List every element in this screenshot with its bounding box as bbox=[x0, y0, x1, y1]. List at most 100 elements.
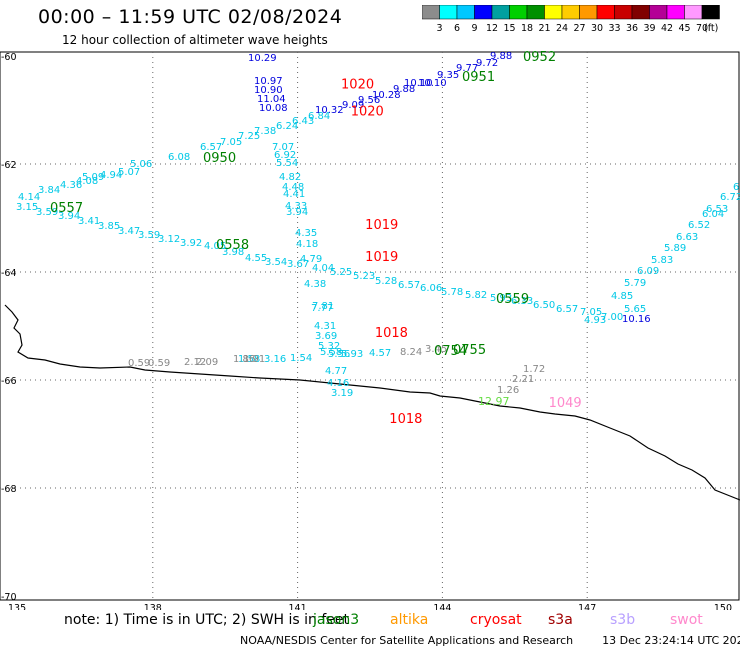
swh-value: 5.09 bbox=[82, 172, 104, 183]
swh-value: 6.24 bbox=[276, 121, 298, 132]
swh-value: 10.16 bbox=[622, 314, 651, 325]
swh-value: 6.57 bbox=[200, 142, 222, 153]
color-scale-label: 12 bbox=[486, 23, 498, 34]
satellite-altika: altika bbox=[390, 612, 429, 628]
swh-value: 10.10 bbox=[418, 78, 447, 89]
swh-value: 4.79 bbox=[300, 254, 322, 265]
credit-line: NOAA/NESDIS Center for Satellite Applica… bbox=[240, 634, 740, 647]
color-scale-label: 18 bbox=[521, 23, 533, 34]
pass-time-green: 0755 bbox=[453, 343, 486, 358]
swh-value: 5.54 bbox=[276, 158, 298, 169]
swh-value: 11.04 bbox=[257, 94, 286, 105]
swh-value: 4.33 bbox=[285, 201, 307, 212]
page-subtitle: 12 hour collection of altimeter wave hei… bbox=[62, 33, 328, 47]
swh-value: 6.63 bbox=[676, 232, 698, 243]
swh-value: 3.69 bbox=[315, 331, 337, 342]
swh-value: 9.88 bbox=[490, 51, 512, 62]
swh-value: 2.09 bbox=[196, 357, 218, 368]
swh-value: 4.55 bbox=[245, 253, 267, 264]
antarctic-coastline bbox=[4, 304, 740, 501]
color-scale-label: 21 bbox=[538, 23, 550, 34]
swh-value: 1.26 bbox=[497, 385, 519, 396]
footer-note: note: 1) Time is in UTC; 2) SWH is in fe… bbox=[64, 612, 350, 628]
swh-value: 4.04 bbox=[312, 263, 334, 274]
swh-value: 3.47 bbox=[118, 226, 140, 237]
swh-value: 7.07 bbox=[272, 142, 294, 153]
pass-time-green: 0558 bbox=[216, 238, 249, 253]
longitude-label: 147 bbox=[578, 603, 596, 610]
swh-value: 12.97 bbox=[478, 395, 510, 408]
swh-value: 4.41 bbox=[283, 189, 305, 200]
swh-value: 6.33 bbox=[511, 296, 533, 307]
swh-value: 6.57 bbox=[398, 280, 420, 291]
swh-value: 4.38 bbox=[304, 279, 326, 290]
swh-value: 7.00 bbox=[601, 312, 623, 323]
color-scale-label: 39 bbox=[643, 23, 655, 34]
swh-value: 6.50 bbox=[533, 300, 555, 311]
generated-timestamp: 13 Dec 23:24:14 UTC 2024 bbox=[602, 634, 740, 647]
swh-value: 10.08 bbox=[259, 103, 288, 114]
longitude-label: 144 bbox=[433, 603, 451, 610]
swh-value: 1.54 bbox=[290, 353, 312, 364]
swh-value: 4.14 bbox=[18, 192, 40, 203]
swh-value: 4.57 bbox=[369, 348, 391, 359]
swh-value: 7.77 bbox=[311, 303, 333, 314]
swh-value: 4.93 bbox=[584, 315, 606, 326]
pass-time-pass-1020: 1020 bbox=[351, 104, 384, 119]
swh-value: 3.85 bbox=[98, 221, 120, 232]
swh-value: 1.72 bbox=[523, 364, 545, 375]
latitude-label: -64 bbox=[1, 268, 17, 279]
swh-value: 4.36 bbox=[60, 180, 82, 191]
swh-value: 4.48 bbox=[282, 182, 304, 193]
color-scale-label: 42 bbox=[661, 23, 673, 34]
swh-value: 9.56 bbox=[358, 95, 380, 106]
pass-time-pass-1049: 1049 bbox=[549, 396, 582, 411]
latitude-label: -62 bbox=[1, 160, 17, 171]
swh-value: 10.32 bbox=[315, 105, 344, 116]
pass-time-pass-1018: 1018 bbox=[389, 412, 422, 427]
swh-value: 6.92 bbox=[274, 150, 296, 161]
swh-value: 6.52 bbox=[688, 220, 710, 231]
swh-value: 5.93 bbox=[490, 293, 512, 304]
satellite-s3b: s3b bbox=[610, 612, 636, 628]
swh-value: 10.28 bbox=[372, 90, 401, 101]
color-scale-unit: (ft) bbox=[704, 23, 718, 34]
satellite-cryosat: cryosat bbox=[470, 612, 522, 628]
pass-time-pass-1019: 1019 bbox=[365, 218, 398, 233]
pass-time-pass-1019: 1019 bbox=[365, 250, 398, 265]
swh-value: 10.29 bbox=[248, 53, 277, 64]
swh-value: 6.06 bbox=[420, 283, 442, 294]
swh-value: 3.19 bbox=[331, 388, 353, 399]
swh-value: 2.21 bbox=[512, 374, 534, 385]
swh-value: 8.24 bbox=[400, 347, 422, 358]
swh-value: 3.59 bbox=[36, 207, 58, 218]
swh-value: 3.59 bbox=[138, 230, 160, 241]
color-scale-label: 3 bbox=[436, 23, 442, 34]
color-scale-label: 70 bbox=[696, 23, 708, 34]
longitude-label: 150 bbox=[714, 603, 732, 610]
swh-value: 1.58 bbox=[238, 354, 260, 365]
swh-value: 10.90 bbox=[254, 85, 283, 96]
swh-value: 3.41 bbox=[78, 216, 100, 227]
swh-value: 7.38 bbox=[254, 126, 276, 137]
pass-time-green: 0754 bbox=[434, 344, 467, 359]
swh-value: 6.72 bbox=[720, 192, 740, 203]
satellite-s3a: s3a bbox=[548, 612, 573, 628]
color-swatch bbox=[701, 5, 720, 20]
color-scale-label: 27 bbox=[573, 23, 585, 34]
swh-value: 7.81 bbox=[312, 301, 334, 312]
color-scale-label: 24 bbox=[556, 23, 568, 34]
color-scale-legend: 3 6 9 12 15 18 21 24 27 30 33 36 39 42 45 70(ft) bbox=[422, 5, 720, 34]
swh-value: 5.79 bbox=[624, 278, 646, 289]
pass-time-green: 0557 bbox=[50, 201, 83, 216]
pass-time-pass-1018: 1018 bbox=[375, 326, 408, 341]
swh-value: 5.25 bbox=[330, 267, 352, 278]
swh-observations: 9.889.729.779.3510.1010.109.8810.289.569… bbox=[16, 51, 740, 408]
credit-agency: NOAA/NESDIS Center for Satellite Applica… bbox=[240, 634, 574, 647]
latitude-label: -70 bbox=[1, 592, 17, 603]
swh-value: 3.54 bbox=[265, 257, 287, 268]
swh-value: 3.94 bbox=[58, 211, 80, 222]
swh-value: 5.93 bbox=[341, 349, 363, 360]
swh-value: 9.09 bbox=[342, 100, 364, 111]
swh-value: 5.58 bbox=[320, 347, 342, 358]
